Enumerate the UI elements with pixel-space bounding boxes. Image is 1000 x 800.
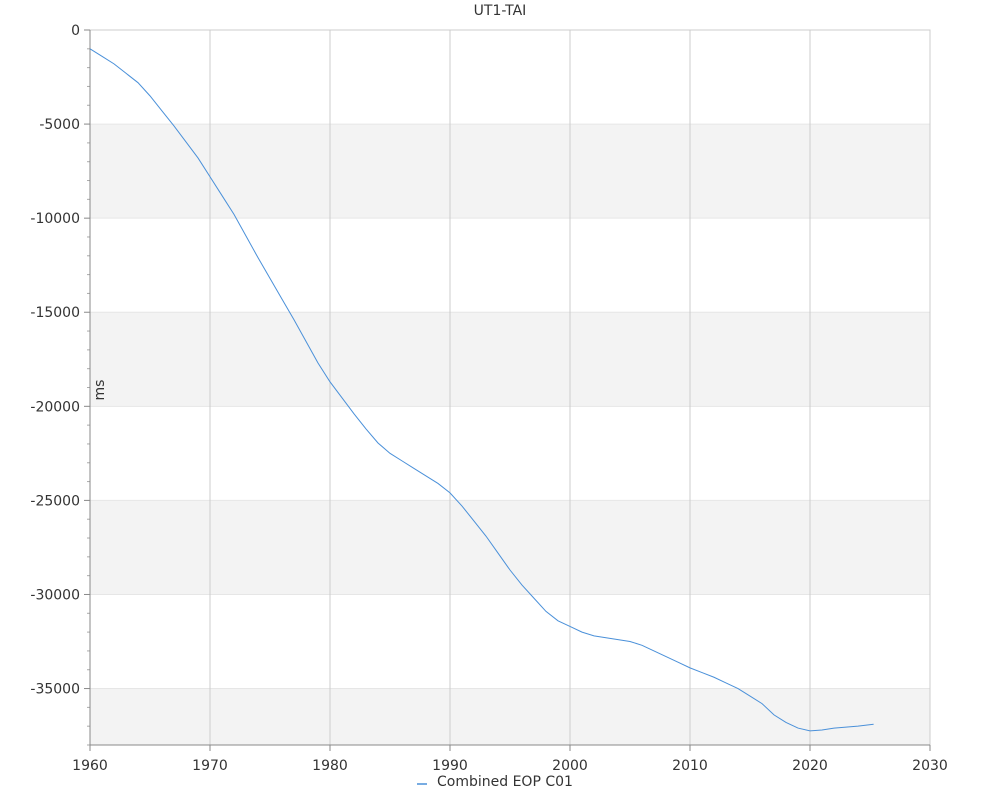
y-tick-label: -35000 bbox=[30, 682, 80, 698]
y-tick-label: -10000 bbox=[30, 211, 80, 227]
grid-lines bbox=[89, 29, 931, 745]
series-line-combined-eop-c01 bbox=[89, 48, 874, 732]
band bbox=[90, 500, 930, 595]
x-tick-label: 2020 bbox=[792, 758, 828, 774]
x-tick-label: 1970 bbox=[192, 758, 228, 774]
y-tick-label: -20000 bbox=[30, 399, 80, 415]
x-axis: 1960 1970 1980 1990 2000 2010 2020 2030 bbox=[72, 744, 948, 774]
x-tick-label: 2010 bbox=[672, 758, 708, 774]
series-layer bbox=[89, 48, 874, 732]
y-tick-label: 0 bbox=[71, 23, 80, 39]
x-tick-label: 1960 bbox=[72, 758, 108, 774]
legend-label-combined-eop-c01: Combined EOP C01 bbox=[437, 774, 573, 790]
x-tick-label: 2030 bbox=[912, 758, 948, 774]
chart-title: UT1-TAI bbox=[474, 3, 527, 19]
x-tick-label: 1980 bbox=[312, 758, 348, 774]
y-tick-label: -5000 bbox=[39, 117, 80, 133]
plot-background-bands bbox=[90, 124, 930, 745]
x-tick-label: 2000 bbox=[552, 758, 588, 774]
band bbox=[90, 124, 930, 219]
band bbox=[90, 312, 930, 407]
y-tick-label: -25000 bbox=[30, 493, 80, 509]
y-axis-label: ms bbox=[92, 380, 108, 401]
y-tick-label: -30000 bbox=[30, 587, 80, 603]
y-tick-label: -15000 bbox=[30, 305, 80, 321]
legend[interactable]: Combined EOP C01 bbox=[417, 774, 573, 790]
x-tick-label: 1990 bbox=[432, 758, 468, 774]
y-axis: 0 -5000 -10000 -15000 -20000 -25000 -30000 -350… bbox=[30, 23, 91, 746]
band bbox=[90, 688, 930, 745]
